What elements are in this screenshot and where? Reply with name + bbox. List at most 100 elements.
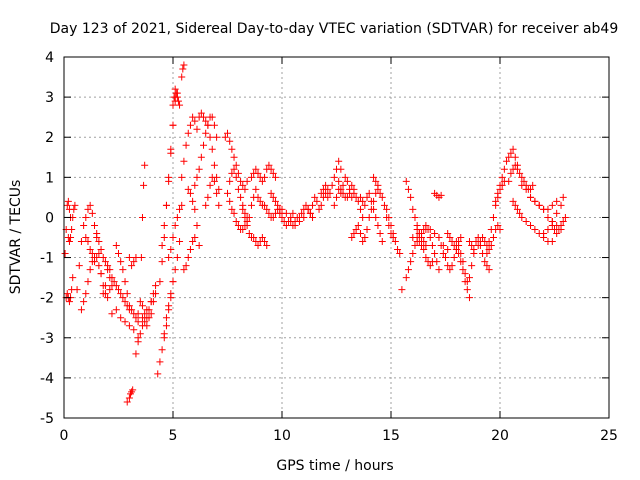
data-point	[258, 234, 266, 241]
data-point	[228, 205, 236, 213]
data-point	[330, 173, 338, 181]
data-point	[75, 262, 83, 270]
series-arc-08	[93, 234, 112, 298]
data-point	[503, 157, 511, 165]
data-point	[80, 298, 88, 306]
data-point	[415, 229, 423, 237]
data-point	[232, 217, 240, 225]
data-point	[317, 189, 325, 197]
data-point	[141, 310, 149, 318]
data-point	[226, 137, 234, 145]
series-arc-40	[317, 157, 345, 197]
data-point	[352, 225, 360, 233]
data-point	[370, 205, 378, 213]
series-arc-09	[106, 266, 142, 322]
data-point	[437, 242, 445, 250]
data-point	[265, 161, 273, 169]
data-point	[496, 181, 504, 189]
data-point	[84, 205, 92, 213]
data-point	[402, 177, 410, 185]
series-arc-34	[247, 161, 279, 185]
data-point	[365, 213, 373, 221]
data-point	[184, 185, 192, 193]
data-point	[182, 141, 190, 149]
series-arc-01	[61, 197, 75, 258]
series-arc-65	[548, 213, 569, 237]
data-point	[134, 310, 142, 318]
data-point	[115, 286, 122, 294]
series-arc-03	[64, 201, 79, 246]
data-point	[195, 242, 203, 250]
data-point	[226, 197, 234, 205]
data-point	[106, 286, 114, 294]
data-point	[315, 205, 323, 213]
series-arc-61	[509, 197, 556, 246]
data-point	[437, 191, 445, 199]
data-point	[73, 286, 81, 294]
data-point	[69, 274, 77, 282]
data-point	[431, 229, 439, 237]
data-point	[180, 266, 188, 274]
data-point	[179, 65, 187, 73]
data-point	[182, 262, 190, 270]
data-point	[104, 294, 112, 302]
data-point	[176, 101, 184, 109]
data-point	[271, 173, 279, 181]
data-point	[391, 238, 399, 246]
data-point	[234, 169, 242, 177]
series-arc-52	[431, 189, 445, 201]
x-axis-label: GPS time / hours	[276, 458, 393, 474]
data-point	[186, 246, 194, 254]
series-arc-47	[398, 286, 406, 294]
data-point	[339, 181, 347, 189]
data-point	[167, 290, 175, 298]
data-point	[527, 221, 535, 229]
data-point	[527, 193, 535, 201]
data-point	[561, 213, 569, 221]
data-point	[356, 205, 364, 213]
data-point	[278, 213, 286, 221]
data-point	[507, 149, 515, 157]
data-point	[540, 205, 548, 213]
data-point	[241, 185, 249, 193]
data-point	[243, 221, 251, 229]
data-point	[322, 181, 330, 189]
data-point	[348, 234, 356, 241]
y-tick-label: 0	[45, 210, 54, 226]
data-point	[396, 250, 404, 258]
data-point	[387, 221, 395, 229]
data-point	[269, 213, 277, 221]
data-point	[337, 165, 345, 173]
data-point	[394, 246, 402, 254]
data-point	[204, 121, 212, 129]
data-point	[465, 294, 473, 302]
data-point	[413, 225, 421, 233]
data-point	[487, 242, 495, 250]
data-point	[452, 246, 460, 254]
y-axis-label: SDTVAR / TECUs	[8, 180, 24, 295]
data-point	[186, 189, 194, 197]
data-point	[274, 201, 282, 209]
data-point	[121, 318, 129, 326]
data-point	[128, 262, 136, 270]
data-point	[444, 229, 452, 237]
series-arc-15	[134, 161, 149, 342]
data-point	[191, 234, 199, 241]
data-point	[365, 189, 373, 197]
data-point	[77, 238, 85, 246]
data-point	[548, 201, 556, 209]
x-tick-label: 25	[600, 428, 618, 444]
data-point	[180, 61, 188, 69]
data-point	[518, 181, 526, 189]
data-point	[82, 213, 90, 221]
data-point	[178, 173, 186, 181]
series-arc-11	[112, 242, 133, 310]
data-point	[158, 242, 166, 250]
data-point	[173, 93, 181, 101]
x-tick-label: 10	[273, 428, 291, 444]
data-point	[169, 234, 177, 241]
data-point	[145, 306, 153, 314]
data-point	[426, 262, 434, 270]
data-point	[67, 234, 75, 241]
